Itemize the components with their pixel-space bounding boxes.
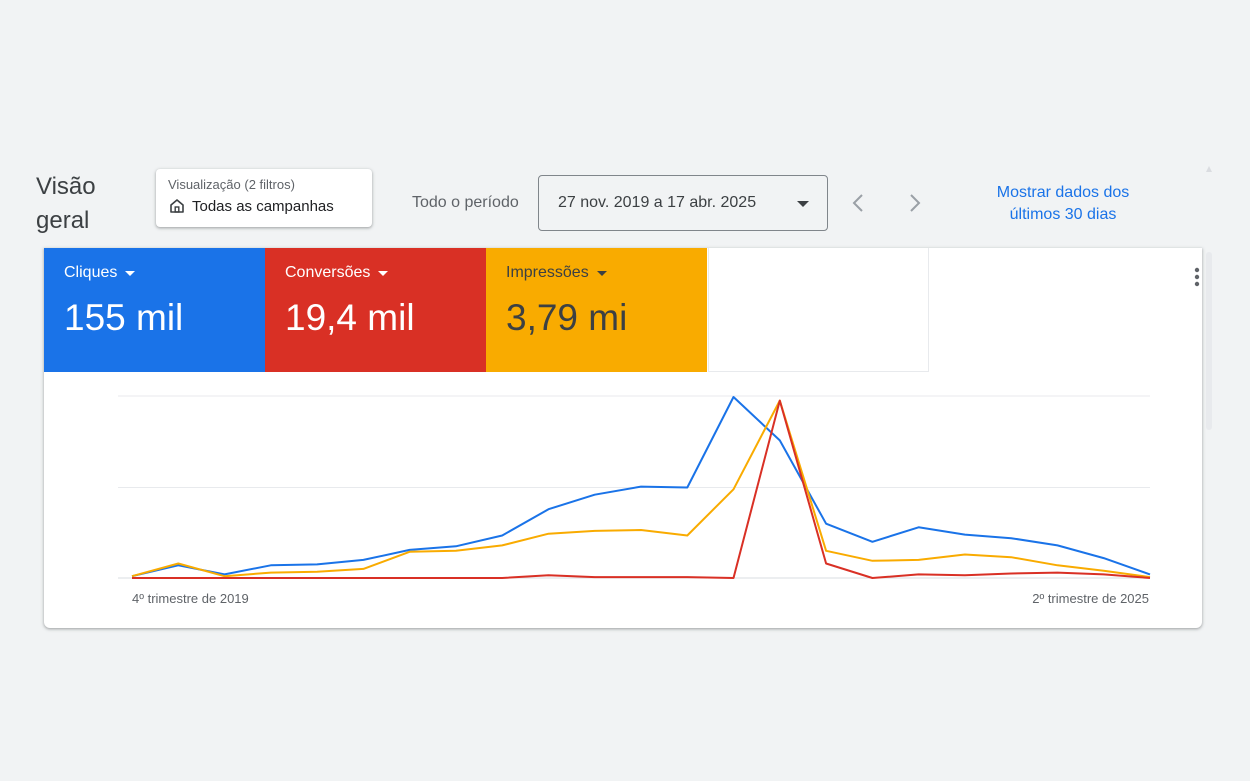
series-line-clicks: [131, 396, 1151, 578]
performance-line-chart: 4º trimestre de 2019 2º trimestre de 202…: [118, 395, 1151, 606]
show-last-30-days-link[interactable]: Mostrar dados dos últimos 30 dias: [996, 184, 1130, 223]
chevron-right-icon[interactable]: [905, 192, 925, 214]
metric-tile-empty[interactable]: [708, 248, 929, 372]
metric-value: 3,79 mi: [506, 297, 628, 338]
metric-tile-conversions[interactable]: Conversões 19,4 mil: [265, 248, 486, 372]
filter-value: Todas as campanhas: [192, 197, 334, 215]
more-vertical-icon[interactable]: [1194, 266, 1200, 288]
view-filter-chip[interactable]: Visualização (2 filtros) Todas as campan…: [156, 169, 372, 227]
campaign-home-icon: [170, 199, 184, 213]
filter-caption: Visualização (2 filtros): [168, 177, 295, 192]
series-line-conversions: [132, 399, 1151, 579]
scrollbar[interactable]: [1206, 252, 1212, 430]
metric-value: 19,4 mil: [285, 297, 415, 338]
metric-label: Impressões: [506, 264, 589, 281]
period-label: Todo o período: [412, 194, 519, 211]
date-range-select[interactable]: 27 nov. 2019 a 17 abr. 2025: [538, 175, 828, 231]
scroll-up-arrow[interactable]: [1206, 166, 1212, 172]
date-range-value: 27 nov. 2019 a 17 abr. 2025: [558, 194, 757, 211]
metric-tile-impressions[interactable]: Impressões 3,79 mi: [486, 248, 707, 372]
x-axis-last-label: 2º trimestre de 2025: [1032, 591, 1149, 606]
x-axis-first-label: 4º trimestre de 2019: [132, 591, 249, 606]
chevron-left-icon[interactable]: [848, 192, 868, 214]
overview-card: Cliques 155 mil Conversões 19,4 mil Impr…: [44, 248, 1202, 628]
caret-down-icon: [596, 270, 607, 276]
metric-label: Conversões: [285, 264, 371, 281]
metric-value: 155 mil: [64, 297, 184, 338]
metric-tile-clicks[interactable]: Cliques 155 mil: [44, 248, 265, 372]
caret-down-icon: [125, 270, 136, 276]
page-title: Visão geral: [36, 173, 96, 234]
caret-down-icon: [797, 201, 809, 207]
caret-down-icon: [378, 270, 389, 276]
metric-label: Cliques: [64, 264, 118, 281]
series-line-impressions: [131, 399, 1151, 579]
